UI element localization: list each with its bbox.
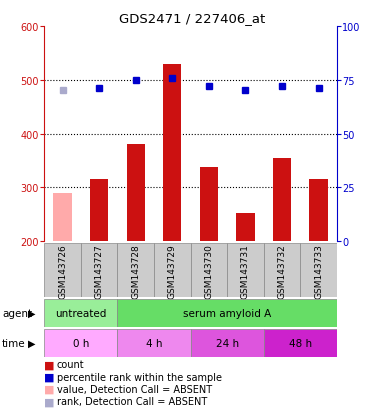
- Bar: [163, 64, 181, 242]
- Bar: [44, 329, 117, 357]
- Text: ■: ■: [44, 384, 55, 394]
- Bar: [191, 329, 264, 357]
- Text: serum amyloid A: serum amyloid A: [183, 308, 271, 318]
- Text: 48 h: 48 h: [289, 338, 312, 348]
- Bar: [191, 244, 227, 297]
- Bar: [310, 180, 328, 242]
- Text: GSM143726: GSM143726: [58, 243, 67, 298]
- Bar: [236, 214, 254, 242]
- Text: GSM143729: GSM143729: [168, 243, 177, 298]
- Bar: [273, 158, 291, 242]
- Text: ▶: ▶: [28, 338, 35, 348]
- Bar: [117, 299, 337, 327]
- Text: 24 h: 24 h: [216, 338, 239, 348]
- Text: count: count: [57, 359, 85, 369]
- Bar: [264, 244, 300, 297]
- Text: GDS2471 / 227406_at: GDS2471 / 227406_at: [119, 12, 266, 24]
- Text: 4 h: 4 h: [146, 338, 162, 348]
- Bar: [90, 180, 108, 242]
- Bar: [54, 193, 72, 242]
- Bar: [44, 299, 117, 327]
- Bar: [300, 244, 337, 297]
- Text: ■: ■: [44, 396, 55, 406]
- Bar: [117, 244, 154, 297]
- Bar: [227, 244, 264, 297]
- Text: GSM143728: GSM143728: [131, 243, 140, 298]
- Text: ■: ■: [44, 372, 55, 382]
- Text: GSM143732: GSM143732: [278, 243, 286, 298]
- Text: percentile rank within the sample: percentile rank within the sample: [57, 372, 222, 382]
- Text: 0 h: 0 h: [73, 338, 89, 348]
- Text: time: time: [2, 338, 25, 348]
- Text: GSM143730: GSM143730: [204, 243, 213, 298]
- Bar: [127, 145, 145, 242]
- Bar: [81, 244, 117, 297]
- Bar: [117, 329, 191, 357]
- Text: ■: ■: [44, 359, 55, 369]
- Text: GSM143731: GSM143731: [241, 243, 250, 298]
- Text: untreated: untreated: [55, 308, 107, 318]
- Text: value, Detection Call = ABSENT: value, Detection Call = ABSENT: [57, 384, 212, 394]
- Text: ▶: ▶: [28, 308, 35, 318]
- Bar: [264, 329, 337, 357]
- Bar: [44, 244, 81, 297]
- Text: agent: agent: [2, 308, 32, 318]
- Bar: [200, 168, 218, 242]
- Text: GSM143727: GSM143727: [95, 243, 104, 298]
- Text: rank, Detection Call = ABSENT: rank, Detection Call = ABSENT: [57, 396, 207, 406]
- Bar: [154, 244, 191, 297]
- Text: GSM143733: GSM143733: [314, 243, 323, 298]
